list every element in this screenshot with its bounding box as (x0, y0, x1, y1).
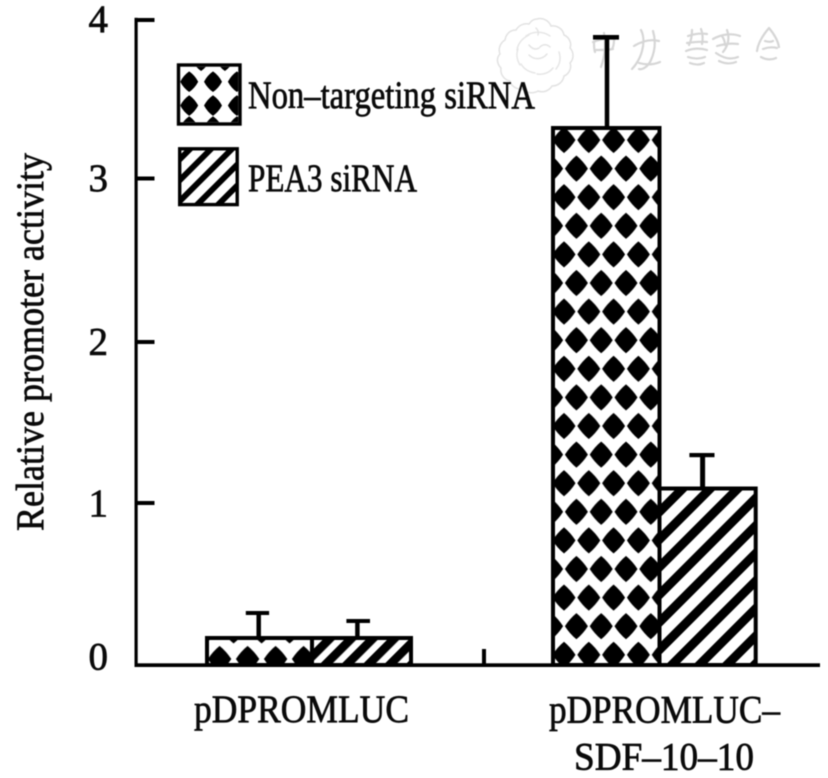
svg-text:Non–targeting siRNA: Non–targeting siRNA (248, 74, 535, 117)
svg-text:4: 4 (89, 0, 109, 41)
svg-text:1: 1 (89, 482, 109, 525)
svg-text:2: 2 (89, 321, 109, 364)
svg-text:Relative promoter activity: Relative promoter activity (8, 153, 52, 531)
svg-text:pDPROMLUC: pDPROMLUC (194, 687, 409, 731)
svg-text:3: 3 (89, 157, 109, 200)
svg-text:pDPROMLUC–: pDPROMLUC– (549, 688, 781, 732)
svg-text:PEA3 siRNA: PEA3 siRNA (248, 157, 417, 200)
svg-text:SDF–10–10: SDF–10–10 (574, 735, 754, 778)
svg-text:0: 0 (89, 636, 109, 679)
